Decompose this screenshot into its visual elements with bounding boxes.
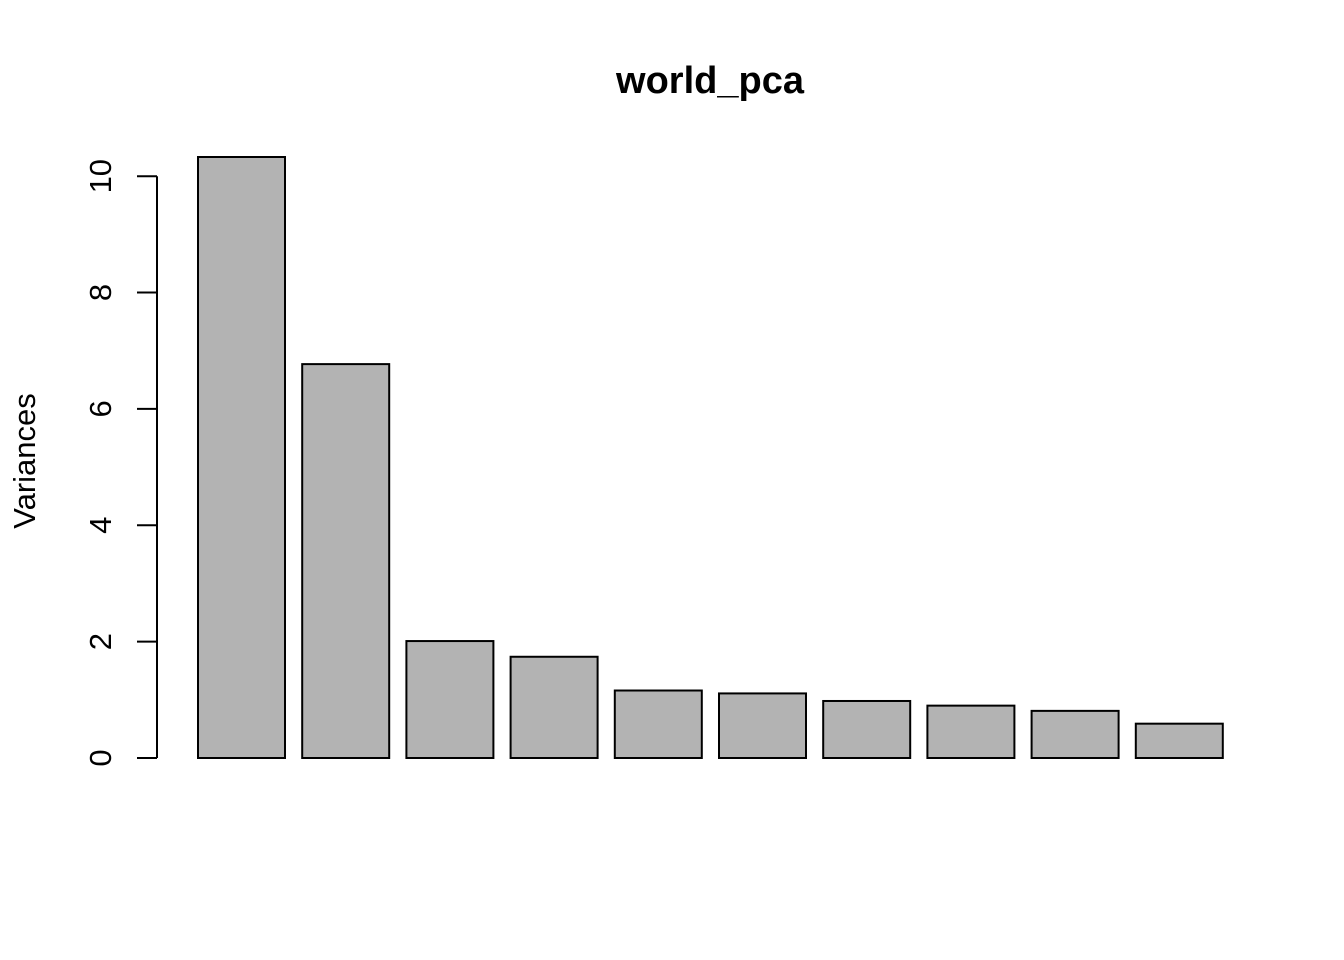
bar-10 [1134, 722, 1224, 759]
bars-group [197, 156, 1224, 760]
bar-7 [822, 699, 912, 759]
bar-4 [509, 655, 599, 760]
bar-1 [197, 156, 286, 759]
bar-5 [613, 689, 703, 759]
bar-6 [718, 692, 807, 760]
y-tick-label: 8 [83, 284, 118, 301]
y-tick-label: 10 [83, 159, 118, 193]
y-tick-label: 2 [83, 633, 118, 650]
bar-2 [301, 363, 391, 759]
bar-9 [1030, 709, 1120, 759]
y-axis-label: Variances [7, 393, 42, 529]
y-axis: 0 2 4 6 8 10 [83, 159, 158, 767]
bar-8 [926, 704, 1016, 759]
chart-title: world_pca [615, 60, 805, 102]
y-tick-label: 0 [83, 749, 118, 766]
bar-3 [405, 640, 495, 760]
y-tick-label: 4 [83, 517, 118, 534]
y-tick-label: 6 [83, 400, 118, 417]
